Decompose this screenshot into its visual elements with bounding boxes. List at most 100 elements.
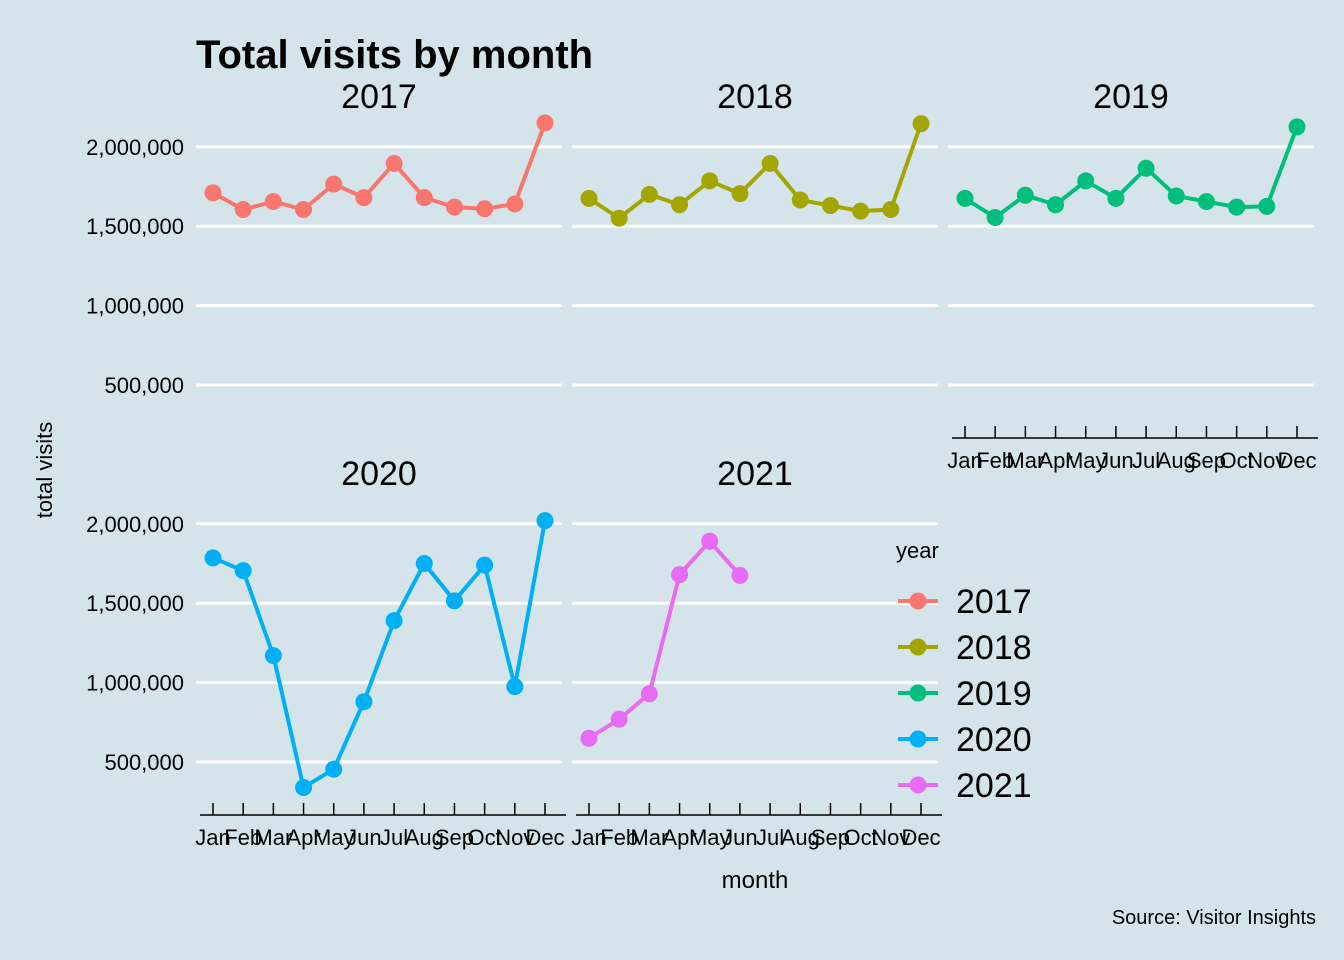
x-tick-label: Nov bbox=[1247, 448, 1286, 473]
data-point-2018-Apr bbox=[671, 196, 689, 214]
x-tick-label: May bbox=[1065, 448, 1107, 473]
data-point-2019-Jul bbox=[1137, 159, 1155, 177]
data-point-2020-Mar bbox=[264, 647, 282, 665]
x-axis-label: month bbox=[722, 867, 789, 894]
x-tick-label: Oct bbox=[1220, 448, 1254, 473]
x-tick-label: Sep bbox=[435, 825, 474, 850]
data-point-2018-Jul bbox=[761, 154, 779, 172]
y-tick-label: 500,000 bbox=[104, 750, 184, 775]
x-tick-label: Mar bbox=[254, 825, 292, 850]
data-point-2017-May bbox=[325, 175, 343, 193]
data-point-2019-Apr bbox=[1047, 196, 1065, 214]
x-tick-label: Oct bbox=[468, 825, 502, 850]
data-point-2019-Oct bbox=[1228, 198, 1246, 216]
data-point-2019-Dec bbox=[1288, 118, 1306, 136]
facet-2018: 2018 bbox=[572, 78, 938, 387]
data-point-2018-Sep bbox=[821, 197, 839, 215]
legend-key-point bbox=[909, 638, 927, 656]
series-line-2020 bbox=[212, 520, 547, 790]
x-tick-label: Jan bbox=[571, 825, 606, 850]
x-tick-label: Feb bbox=[224, 825, 262, 850]
x-tick-label: Dec bbox=[1277, 448, 1316, 473]
x-tick-label: Jun bbox=[1098, 448, 1133, 473]
data-point-2017-Sep bbox=[445, 198, 463, 216]
y-tick-label: 1,000,000 bbox=[86, 294, 184, 319]
data-point-2017-Dec bbox=[536, 114, 554, 132]
facet-panels: 2017 500,000 1,000,000 1,500,000 2,000,000 20… bbox=[86, 78, 1318, 850]
data-point-2019-Sep bbox=[1197, 193, 1215, 211]
y-tick-label: 1,500,000 bbox=[86, 591, 184, 616]
facet-label: 2019 bbox=[1093, 78, 1169, 116]
data-point-2021-Mar bbox=[640, 685, 658, 703]
y-tick-label: 1,000,000 bbox=[86, 671, 184, 696]
x-tick-label: Aug bbox=[1157, 448, 1196, 473]
data-point-2020-Jul bbox=[385, 612, 403, 630]
x-tick-label: Feb bbox=[976, 448, 1014, 473]
legend-item-2020: 2020 bbox=[898, 721, 1032, 759]
series-line-2019 bbox=[963, 126, 1299, 220]
data-point-2017-Feb bbox=[234, 201, 252, 219]
data-point-2018-Nov bbox=[882, 201, 900, 219]
x-tick-label: Feb bbox=[600, 825, 638, 850]
data-point-2021-Feb bbox=[610, 710, 628, 728]
series-line-2021 bbox=[587, 539, 742, 740]
legend-item-2021: 2021 bbox=[898, 767, 1032, 805]
x-tick-label: Jun bbox=[722, 825, 757, 850]
data-point-2021-Jan bbox=[580, 729, 598, 747]
y-tick-label: 1,500,000 bbox=[86, 214, 184, 239]
x-tick-label: Jan bbox=[195, 825, 230, 850]
y-axis-label: total visits bbox=[32, 422, 57, 519]
legend-label: 2021 bbox=[956, 767, 1032, 805]
data-point-2020-Sep bbox=[445, 592, 463, 610]
y-tick-label: 2,000,000 bbox=[86, 135, 184, 160]
chart-title: Total visits by month bbox=[196, 33, 593, 77]
y-tick-label: 500,000 bbox=[104, 373, 184, 398]
data-point-2018-Oct bbox=[852, 202, 870, 220]
data-point-2018-Dec bbox=[912, 115, 930, 133]
x-tick-label: May bbox=[313, 825, 355, 850]
x-tick-label: Jul bbox=[1132, 448, 1160, 473]
x-tick-label: Aug bbox=[405, 825, 444, 850]
legend-label: 2018 bbox=[956, 629, 1032, 667]
data-point-2018-Feb bbox=[610, 209, 628, 227]
x-tick-label: Nov bbox=[495, 825, 534, 850]
x-tick-label: Apr bbox=[286, 825, 320, 850]
data-point-2019-Jan bbox=[956, 189, 974, 207]
facet-2017: 2017 500,000 1,000,000 1,500,000 2,000,000 bbox=[86, 78, 562, 398]
data-point-2018-Jun bbox=[731, 185, 749, 203]
chart-caption: Source: Visitor Insights bbox=[1112, 907, 1316, 929]
x-tick-label: Apr bbox=[662, 825, 696, 850]
data-point-2019-Feb bbox=[986, 208, 1004, 226]
x-tick-label: May bbox=[689, 825, 731, 850]
data-point-2021-Apr bbox=[671, 566, 689, 584]
data-point-2020-Dec bbox=[536, 512, 554, 530]
data-point-2020-Feb bbox=[234, 562, 252, 580]
legend-item-2019: 2019 bbox=[898, 675, 1032, 713]
legend-label: 2019 bbox=[956, 675, 1032, 713]
x-tick-label: Jan bbox=[947, 448, 982, 473]
x-tick-label: Nov bbox=[871, 825, 910, 850]
data-point-2021-Jun bbox=[731, 566, 749, 584]
legend-title: year bbox=[896, 538, 939, 563]
x-tick-label: Sep bbox=[1187, 448, 1226, 473]
legend-item-2018: 2018 bbox=[898, 629, 1032, 667]
facet-label: 2020 bbox=[341, 455, 417, 493]
x-tick-label: Oct bbox=[844, 825, 878, 850]
legend-item-2017: 2017 bbox=[898, 583, 1032, 621]
series-line-2018 bbox=[587, 123, 923, 221]
data-point-2019-Aug bbox=[1167, 187, 1185, 205]
data-point-2019-Mar bbox=[1016, 186, 1034, 204]
legend-key-point bbox=[909, 730, 927, 748]
x-tick-label: Dec bbox=[525, 825, 564, 850]
x-tick-label: Aug bbox=[781, 825, 820, 850]
data-point-2017-Mar bbox=[264, 193, 282, 211]
legend-key-point bbox=[909, 776, 927, 794]
data-point-2019-May bbox=[1077, 172, 1095, 190]
facet-label: 2018 bbox=[717, 78, 793, 116]
facet-2020: 2020 500,000 1,000,000 1,500,000 2,000,000 Ja… bbox=[86, 455, 566, 850]
data-point-2017-Oct bbox=[476, 200, 494, 218]
x-tick-label: Jul bbox=[756, 825, 784, 850]
data-point-2020-Jan bbox=[204, 549, 222, 567]
data-point-2020-Nov bbox=[506, 678, 524, 696]
